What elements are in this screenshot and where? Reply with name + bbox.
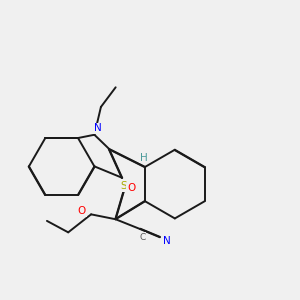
Text: N: N [94, 123, 101, 133]
Text: O: O [78, 206, 86, 216]
Text: S: S [121, 181, 127, 191]
Text: C: C [140, 233, 146, 242]
Text: H: H [140, 153, 147, 163]
Text: N: N [163, 236, 171, 245]
Text: O: O [127, 183, 135, 193]
